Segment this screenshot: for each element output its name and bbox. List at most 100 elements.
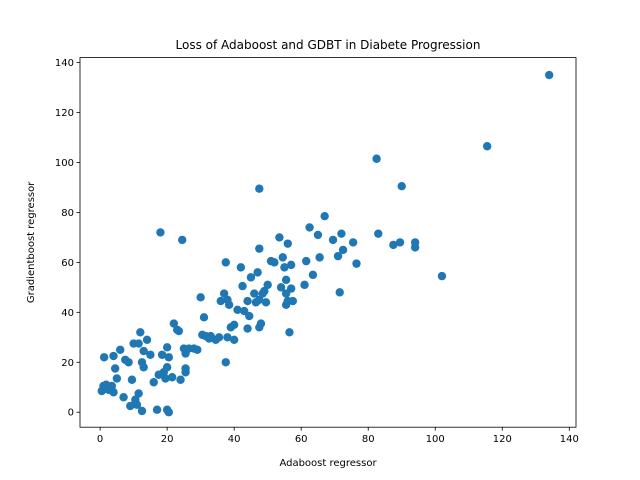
data-point: [313, 230, 323, 240]
data-point: [333, 251, 343, 261]
data-point: [139, 346, 148, 356]
data-point: [164, 353, 174, 362]
data-point: [181, 364, 190, 373]
data-point: [256, 319, 266, 328]
data-point: [176, 375, 185, 384]
data-point: [193, 345, 202, 354]
data-point: [243, 324, 252, 333]
y-tick-label: 80: [61, 208, 74, 219]
data-point: [174, 326, 184, 336]
x-tick-label: 20: [161, 434, 174, 445]
plot-frame: [79, 57, 577, 428]
data-point: [162, 363, 172, 372]
data-point: [199, 313, 209, 322]
x-tick-label: 120: [493, 434, 512, 445]
data-point: [157, 350, 167, 359]
data-point: [395, 238, 405, 247]
data-point: [544, 70, 554, 80]
data-point: [245, 311, 254, 321]
x-axis-ticks: 0 20 40 60 80 100 120 140: [97, 427, 579, 445]
y-tick-label: 60: [61, 258, 74, 269]
data-point: [196, 293, 205, 302]
data-point: [285, 328, 294, 337]
data-point: [352, 259, 361, 268]
data-point: [437, 271, 447, 281]
data-point: [223, 333, 232, 342]
data-point: [286, 284, 296, 293]
data-point: [236, 263, 246, 272]
data-point: [389, 240, 398, 250]
data-point: [219, 289, 229, 298]
data-point: [315, 253, 324, 262]
data-point: [305, 223, 314, 232]
data-point: [410, 243, 420, 252]
data-point: [302, 256, 311, 266]
data-point: [263, 280, 272, 290]
y-tick-label: 20: [61, 358, 74, 369]
x-tick-label: 0: [97, 434, 103, 445]
data-point: [372, 154, 381, 163]
x-tick-label: 60: [295, 434, 308, 445]
data-point: [278, 253, 287, 262]
data-point: [320, 211, 329, 221]
data-point: [243, 296, 252, 306]
data-point: [281, 275, 291, 285]
data-point: [167, 373, 177, 382]
data-point: [134, 339, 143, 348]
y-tick-label: 40: [61, 308, 74, 319]
data-point: [169, 319, 179, 328]
data-point: [221, 258, 230, 267]
x-tick-label: 140: [560, 434, 579, 445]
data-point: [229, 335, 239, 344]
data-point: [127, 375, 137, 384]
x-tick-label: 100: [426, 434, 445, 445]
data-point: [275, 233, 284, 242]
data-point: [348, 238, 358, 247]
data-point: [338, 245, 348, 255]
data-point: [250, 289, 259, 298]
data-point: [270, 258, 279, 267]
data-point: [178, 235, 187, 245]
data-point: [164, 408, 174, 417]
data-point: [162, 343, 172, 352]
data-point: [214, 333, 224, 342]
data-point: [238, 281, 247, 291]
data-point: [280, 263, 289, 272]
data-point: [161, 374, 170, 383]
data-point: [283, 239, 292, 248]
data-point: [337, 229, 346, 238]
data-point: [255, 295, 264, 305]
data-point: [109, 388, 118, 397]
data-point: [134, 389, 143, 398]
data-point: [397, 182, 406, 191]
y-tick-label: 140: [55, 58, 74, 69]
data-point: [308, 270, 318, 280]
x-tick-label: 40: [228, 434, 241, 445]
data-point: [233, 305, 242, 315]
data-point: [119, 393, 128, 402]
data-point: [109, 351, 118, 361]
chart-title: Loss of Adaboost and GDBT in Diabete Pro…: [176, 38, 481, 52]
data-point: [286, 260, 296, 270]
data-point: [276, 283, 286, 292]
data-point: [335, 288, 344, 297]
data-point: [482, 142, 492, 151]
y-tick-label: 120: [55, 108, 74, 119]
x-axis-label: Adaboost regressor: [279, 458, 377, 469]
data-point: [253, 268, 262, 277]
data-point: [137, 406, 147, 416]
data-point: [255, 184, 264, 193]
data-point: [149, 378, 158, 387]
y-tick-label: 0: [68, 408, 74, 419]
data-point: [112, 374, 122, 383]
data-point: [126, 401, 135, 411]
data-point: [255, 244, 264, 253]
data-point: [136, 328, 145, 337]
data-point: [142, 335, 152, 344]
data-point: [261, 298, 271, 307]
data-points: [97, 70, 554, 417]
data-point: [110, 364, 120, 373]
data-point: [300, 280, 309, 290]
data-point: [224, 300, 234, 310]
